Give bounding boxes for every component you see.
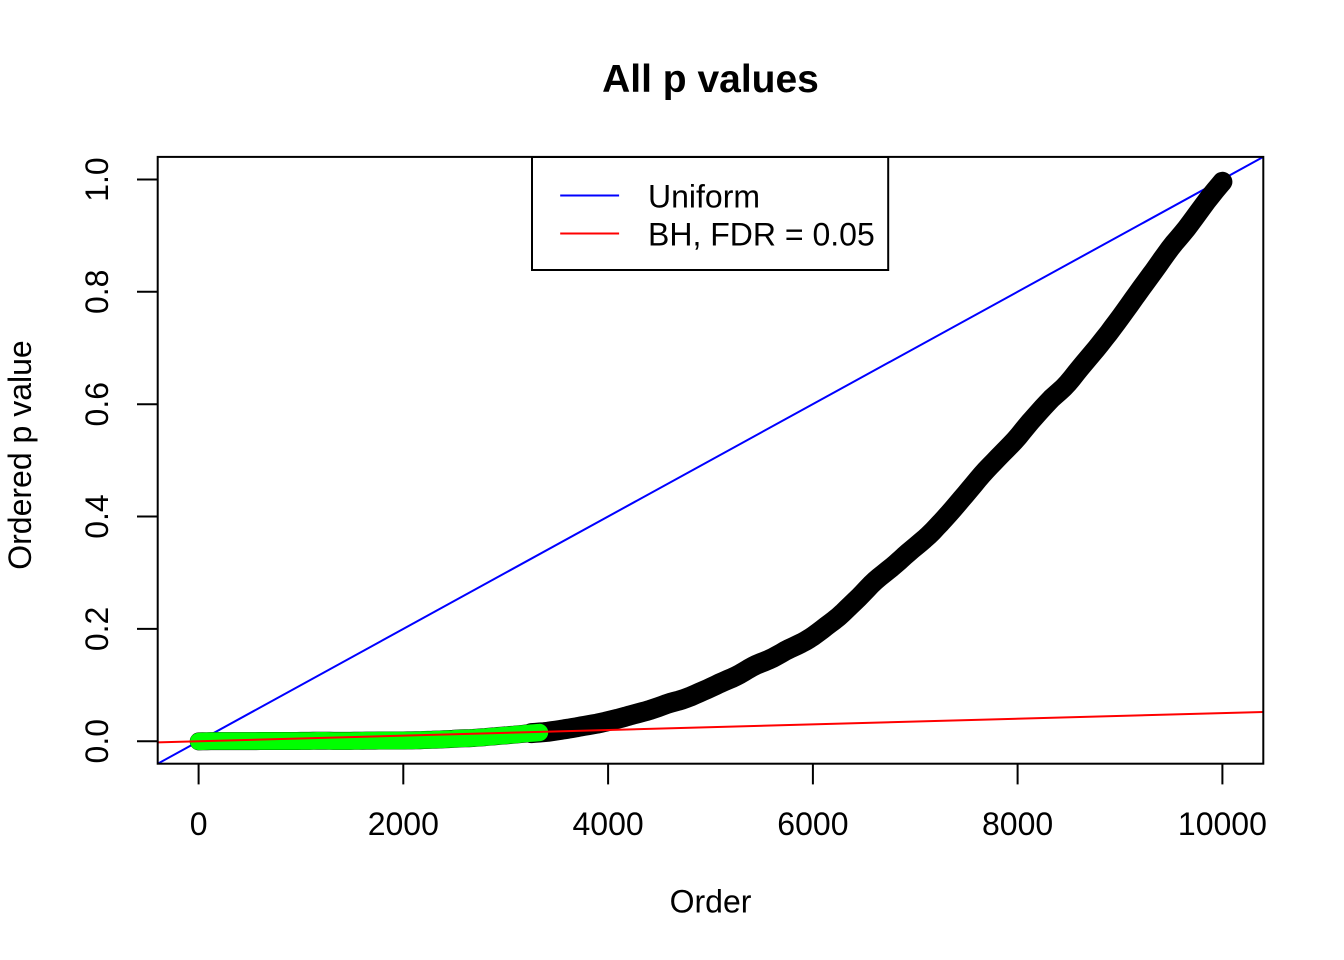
svg-text:0.2: 0.2 <box>79 607 115 651</box>
svg-text:0.6: 0.6 <box>79 382 115 426</box>
svg-text:0.8: 0.8 <box>79 270 115 314</box>
svg-text:10000: 10000 <box>1178 806 1267 842</box>
svg-text:Order: Order <box>670 884 752 920</box>
svg-text:8000: 8000 <box>982 806 1053 842</box>
svg-text:Ordered p value: Ordered p value <box>2 340 38 569</box>
svg-text:0: 0 <box>190 806 208 842</box>
svg-text:4000: 4000 <box>573 806 644 842</box>
svg-text:All p values: All p values <box>602 58 819 101</box>
svg-text:6000: 6000 <box>777 806 848 842</box>
svg-text:BH, FDR = 0.05: BH, FDR = 0.05 <box>648 217 875 253</box>
svg-text:Uniform: Uniform <box>648 179 760 215</box>
svg-text:2000: 2000 <box>368 806 439 842</box>
svg-text:0.0: 0.0 <box>79 719 115 763</box>
svg-text:1.0: 1.0 <box>79 157 115 201</box>
svg-text:0.4: 0.4 <box>79 494 115 538</box>
